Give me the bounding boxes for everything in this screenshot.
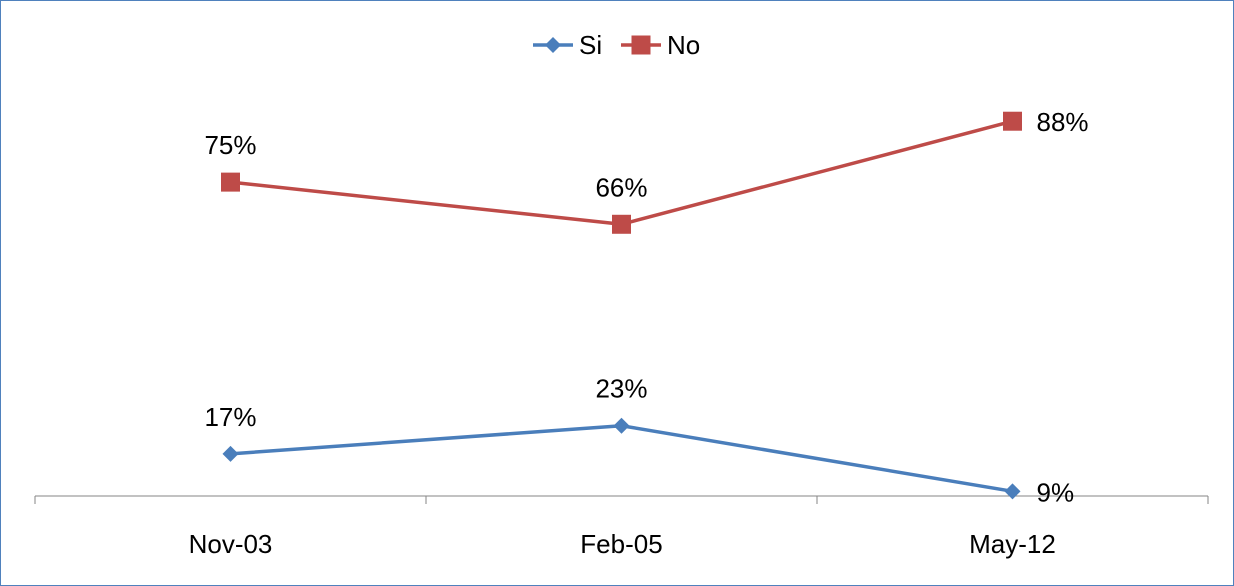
data-label: 66% (595, 172, 647, 202)
data-label: 75% (204, 130, 256, 160)
data-point (222, 445, 239, 462)
data-label: 23% (595, 374, 647, 404)
x-axis: Nov-03 Feb-05 May-12 (34, 495, 1209, 559)
legend-item-no: No (621, 30, 700, 60)
data-point (1004, 483, 1021, 500)
data-point (613, 417, 630, 434)
series-no: 75% 66% 88% (204, 107, 1089, 234)
data-point (612, 214, 631, 234)
data-label: 88% (1037, 107, 1089, 137)
series-line (230, 423, 1013, 494)
series-si: 17% 23% 9% (204, 374, 1074, 508)
legend-item-si: Si (533, 30, 602, 60)
series-layer: 17% 23% 9% 75% 66% 88% (204, 107, 1088, 507)
data-point (1003, 111, 1022, 131)
legend-label: No (667, 30, 700, 60)
legend-marker (545, 37, 561, 53)
legend-marker (631, 35, 651, 55)
data-label: 17% (204, 402, 256, 432)
x-tick-label: Feb-05 (580, 529, 662, 559)
x-tick-label: Nov-03 (189, 529, 273, 559)
data-label: 9% (1037, 477, 1075, 507)
legend-label: Si (579, 30, 602, 60)
data-point (221, 172, 240, 192)
legend: Si No (533, 30, 700, 60)
x-tick-label: May-12 (969, 529, 1056, 559)
